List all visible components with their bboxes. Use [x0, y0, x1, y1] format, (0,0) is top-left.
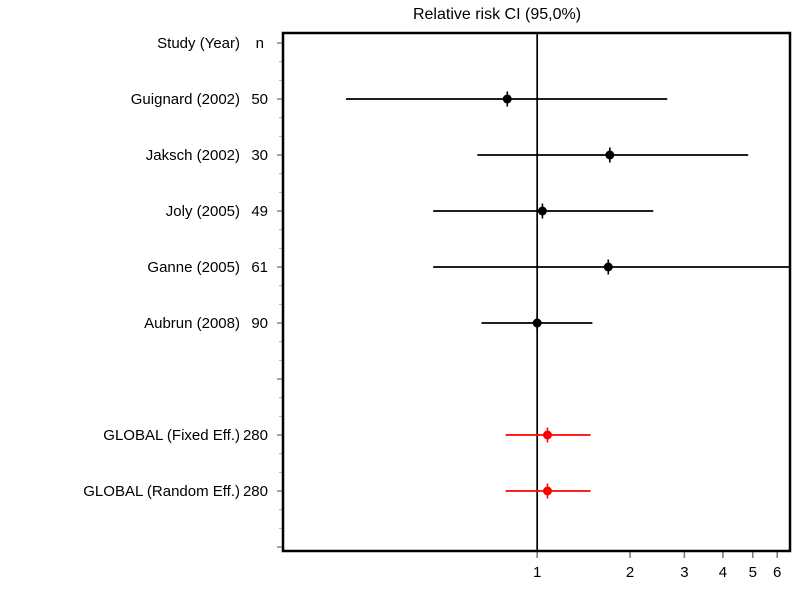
x-axis-tick-label: 6	[773, 564, 781, 581]
plot-box	[281, 31, 792, 553]
row-n-value: 280	[243, 483, 268, 500]
row-label-summary: GLOBAL (Random Eff.)	[83, 483, 240, 500]
point-marker	[605, 150, 615, 160]
row-n-value: 30	[251, 147, 268, 164]
row-label-study: Ganne (2005)	[147, 259, 240, 276]
column-header-study: Study (Year)	[157, 35, 240, 52]
row-label-study: Guignard (2002)	[131, 91, 240, 108]
point-marker	[542, 486, 552, 496]
point-marker	[542, 430, 552, 440]
point-marker	[502, 94, 512, 104]
row-label-study: Joly (2005)	[166, 203, 240, 220]
row-n-value: 61	[251, 259, 268, 276]
point-marker	[603, 262, 613, 272]
row-n-value: 280	[243, 427, 268, 444]
point-marker	[537, 206, 547, 216]
x-axis-tick-label: 1	[533, 564, 541, 581]
row-n-value: 49	[251, 203, 268, 220]
row-n-value: 90	[251, 315, 268, 332]
x-axis-tick-label: 2	[626, 564, 634, 581]
x-axis-tick-label: 4	[719, 564, 727, 581]
column-header-n: n	[256, 35, 264, 52]
row-label-summary: GLOBAL (Fixed Eff.)	[103, 427, 240, 444]
x-axis-tick-label: 5	[749, 564, 757, 581]
row-label-study: Jaksch (2002)	[146, 147, 240, 164]
x-axis-tick-label: 3	[680, 564, 688, 581]
row-n-value: 50	[251, 91, 268, 108]
row-label-study: Aubrun (2008)	[144, 315, 240, 332]
point-marker	[532, 318, 542, 328]
plot-content: 1 2 3 4 5 6 Guignard (2002) 50 Jaksch (2002) 30 Jo…	[83, 33, 790, 581]
chart-title: Relative risk CI (95,0%)	[413, 6, 581, 23]
